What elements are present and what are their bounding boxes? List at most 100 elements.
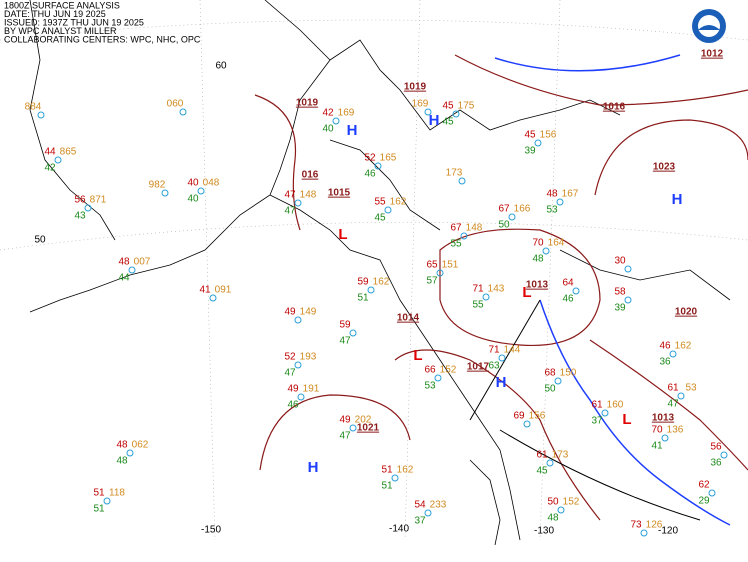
station-temperature: 69 (513, 411, 525, 422)
station-temperature: 45 (524, 130, 536, 141)
station-dewpoint: 37 (414, 516, 426, 527)
high-center: H (347, 122, 358, 139)
station-dewpoint: 47 (667, 399, 679, 410)
station-marker (482, 293, 490, 301)
station-marker (661, 434, 669, 442)
low-center: L (338, 226, 347, 243)
station-temperature: 55 (374, 197, 386, 208)
isobar-label: 016 (302, 170, 319, 181)
station-dewpoint: 51 (381, 481, 393, 492)
station-pressure: 151 (442, 260, 459, 271)
isobar-label: 1020 (675, 307, 698, 318)
station-marker (103, 497, 111, 505)
station-pressure: 202 (355, 415, 372, 426)
station-temperature: 48 (546, 189, 558, 200)
isobar-label: 1017 (467, 362, 490, 373)
station-pressure: 062 (132, 440, 149, 451)
station-pressure: 982 (149, 180, 166, 191)
station-pressure: 871 (90, 195, 107, 206)
station-pressure: 152 (440, 365, 457, 376)
station-marker (54, 156, 62, 164)
station-temperature: 70 (651, 425, 663, 436)
station-temperature: 51 (93, 488, 105, 499)
station-marker (708, 489, 716, 497)
station-dewpoint: 51 (357, 293, 369, 304)
station-dewpoint: 57 (426, 276, 438, 287)
high-center: H (429, 112, 440, 129)
isobar-label: 1021 (357, 423, 380, 434)
station-marker (374, 162, 382, 170)
station-dewpoint: 39 (614, 303, 626, 314)
low-center: L (622, 411, 631, 428)
station-pressure: 150 (560, 368, 577, 379)
station-dewpoint: 44 (118, 273, 130, 284)
station-dewpoint: 48 (116, 456, 128, 467)
station-marker (669, 350, 677, 358)
station-marker (349, 329, 357, 337)
isobar-label: 1016 (603, 102, 626, 113)
station-dewpoint: 51 (93, 504, 105, 515)
station-temperature: 67 (450, 223, 462, 234)
station-marker (601, 409, 609, 417)
station-pressure: 156 (540, 130, 557, 141)
station-marker (557, 506, 565, 514)
station-marker (436, 269, 444, 277)
station-temperature: 44 (44, 147, 56, 158)
station-dewpoint: 37 (591, 416, 603, 427)
station-marker (161, 189, 169, 197)
station-pressure: 162 (675, 341, 692, 352)
isobars (254, 54, 748, 521)
station-pressure: 164 (548, 238, 565, 249)
station-dewpoint: 41 (651, 441, 663, 452)
isobar-label: 1019 (404, 82, 427, 93)
station-temperature: 48 (116, 440, 128, 451)
station-temperature: 61 (536, 450, 548, 461)
station-temperature: 66 (424, 365, 436, 376)
station-pressure: 091 (215, 285, 232, 296)
station-dewpoint: 45 (536, 466, 548, 477)
coastline (29, 0, 731, 546)
station-temperature: 73 (630, 520, 642, 531)
station-temperature: 61 (591, 400, 603, 411)
station-dewpoint: 50 (544, 384, 556, 395)
station-marker (367, 286, 375, 294)
station-dewpoint: 43 (74, 211, 86, 222)
station-pressure: 53 (685, 383, 697, 394)
fronts (469, 54, 731, 526)
station-marker (84, 204, 92, 212)
station-pressure: 148 (300, 190, 317, 201)
station-marker (572, 287, 580, 295)
station-marker (460, 232, 468, 240)
station-pressure: 884 (25, 102, 42, 113)
station-dewpoint: 63 (488, 361, 500, 372)
station-dewpoint: 46 (287, 400, 299, 411)
header-line: ISSUED: 1937Z THU JUN 19 2025 (4, 17, 144, 27)
station-dewpoint: 47 (284, 368, 296, 379)
station-temperature: 71 (472, 284, 484, 295)
station-marker (677, 392, 685, 400)
station-temperature: 59 (357, 277, 369, 288)
station-marker (498, 354, 506, 362)
station-dewpoint: 45 (374, 213, 386, 224)
high-center: H (308, 459, 319, 476)
graticule-label: -140 (389, 524, 409, 535)
station-temperature: 50 (547, 497, 559, 508)
station-temperature: 40 (187, 178, 199, 189)
station-pressure: 191 (303, 384, 320, 395)
station-temperature: 71 (488, 345, 500, 356)
low-center: L (522, 284, 531, 301)
station-pressure: 144 (504, 345, 521, 356)
station-temperature: 59 (339, 320, 351, 331)
station-marker (294, 199, 302, 207)
station-temperature: 58 (614, 287, 626, 298)
station-marker (349, 424, 357, 432)
station-temperature: 67 (498, 204, 510, 215)
station-pressure: 865 (60, 147, 77, 158)
station-dewpoint: 53 (424, 381, 436, 392)
station-temperature: 64 (562, 278, 574, 289)
station-pressure: 143 (488, 284, 505, 295)
station-temperature: 52 (364, 153, 376, 164)
station-pressure: 160 (607, 400, 624, 411)
